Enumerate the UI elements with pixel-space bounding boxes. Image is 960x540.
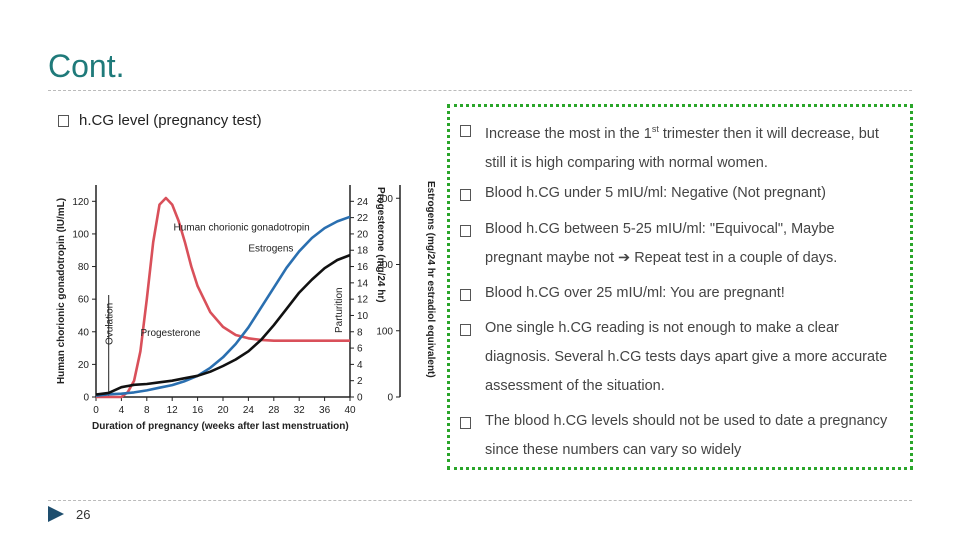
y-mid-tick-label: 16: [357, 262, 369, 273]
bullet-box-icon: [460, 324, 471, 336]
bullet-box-icon: [460, 289, 471, 301]
y-right-tick-label: 300: [376, 194, 393, 205]
bullet-box-icon: [460, 225, 471, 237]
parturition-label: Parturition: [334, 287, 345, 333]
y-right-axis-title: Estrogens (mg/24 hr estradiol equivalent…: [425, 181, 436, 378]
left-bullet-text: h.CG level (pregnancy test): [79, 112, 262, 129]
bullet-2-text: Blood h.CG under 5 mIU/ml: Negative (Not…: [485, 185, 826, 201]
bullet-6-text: The blood h.CG levels should not be used…: [485, 413, 888, 458]
x-tick-label: 4: [119, 405, 125, 416]
x-tick-label: 36: [319, 405, 331, 416]
bullet-1-text: Increase the most in the 1st trimester t…: [485, 124, 879, 171]
ovulation-label: Ovulation: [105, 303, 116, 345]
bullet-5-text: One single h.CG reading is not enough to…: [485, 320, 888, 394]
left-bullet: h.CG level (pregnancy test): [58, 112, 262, 129]
y-mid-tick-label: 12: [357, 295, 369, 306]
y-mid-tick-label: 24: [357, 197, 369, 208]
y-left-tick-label: 0: [83, 393, 89, 404]
series-label-progesterone: Progesterone: [140, 328, 200, 339]
page-number: 26: [76, 506, 91, 522]
x-tick-label: 24: [243, 405, 255, 416]
y-mid-tick-label: 6: [357, 344, 363, 355]
x-tick-label: 20: [217, 405, 229, 416]
y-mid-tick-label: 18: [357, 246, 369, 257]
x-tick-label: 28: [268, 405, 280, 416]
triangle-marker-icon: [48, 506, 64, 522]
y-mid-tick-label: 4: [357, 360, 363, 371]
notes-panel: Increase the most in the 1st trimester t…: [447, 104, 913, 470]
arrow-right-icon: ➔: [618, 250, 631, 266]
x-tick-label: 8: [144, 405, 150, 416]
bullet-5: One single h.CG reading is not enough to…: [460, 314, 895, 401]
y-mid-tick-label: 8: [357, 327, 363, 338]
y-left-tick-label: 60: [78, 295, 90, 306]
y-mid-tick-label: 10: [357, 311, 369, 322]
footer: 26: [48, 506, 90, 522]
series-line-estrogens: [95, 215, 351, 397]
y-left-tick-label: 20: [78, 360, 90, 371]
bullet-1: Increase the most in the 1st trimester t…: [460, 115, 895, 178]
x-tick-label: 40: [344, 405, 356, 416]
y-mid-tick-label: 20: [357, 229, 369, 240]
y-left-tick-label: 40: [78, 327, 90, 338]
y-right-tick-label: 100: [376, 326, 393, 337]
bullet-6: The blood h.CG levels should not be used…: [460, 407, 895, 465]
y-mid-axis-title: Progesterone (mg/24 hr): [375, 187, 386, 303]
x-tick-label: 32: [294, 405, 306, 416]
top-divider: [48, 90, 912, 91]
y-mid-tick-label: 22: [357, 213, 369, 224]
bullet-box-icon: [460, 189, 471, 201]
bullet-2: Blood h.CG under 5 mIU/ml: Negative (Not…: [460, 179, 895, 208]
y-right-tick-label: 200: [376, 260, 393, 271]
bullet-box-icon: [460, 417, 471, 429]
bullet-box-icon: [58, 114, 69, 127]
bullet-4: Blood h.CG over 25 mIU/ml: You are pregn…: [460, 279, 895, 308]
series-line-progesterone: [95, 253, 351, 396]
y-right-tick-label: 0: [387, 393, 393, 404]
y-mid-tick-label: 2: [357, 376, 363, 387]
bullet-box-icon: [460, 125, 471, 137]
y-mid-tick-label: 14: [357, 278, 369, 289]
series-label-hcg: Human chorionic gonadotropin: [173, 223, 309, 234]
y-left-tick-label: 100: [72, 229, 89, 240]
x-tick-label: 12: [167, 405, 179, 416]
bottom-divider: [48, 500, 912, 501]
bullet-3: Blood h.CG between 5-25 mIU/ml: "Equivoc…: [460, 215, 895, 273]
y-mid-tick-label: 0: [357, 393, 363, 404]
series-label-estrogens: Estrogens: [248, 243, 293, 254]
x-tick-label: 16: [192, 405, 204, 416]
y-left-axis-title: Human chorionic gonadotropin (IU/mL): [56, 198, 67, 384]
bullet-4-text: Blood h.CG over 25 mIU/ml: You are pregn…: [485, 285, 785, 301]
bullet-3-text: Blood h.CG between 5-25 mIU/ml: "Equivoc…: [485, 221, 838, 266]
x-axis-title: Duration of pregnancy (weeks after last …: [92, 421, 349, 432]
slide-title: Cont.: [48, 48, 125, 84]
y-left-tick-label: 80: [78, 262, 90, 273]
x-tick-label: 0: [93, 405, 99, 416]
y-left-tick-label: 120: [72, 197, 89, 208]
